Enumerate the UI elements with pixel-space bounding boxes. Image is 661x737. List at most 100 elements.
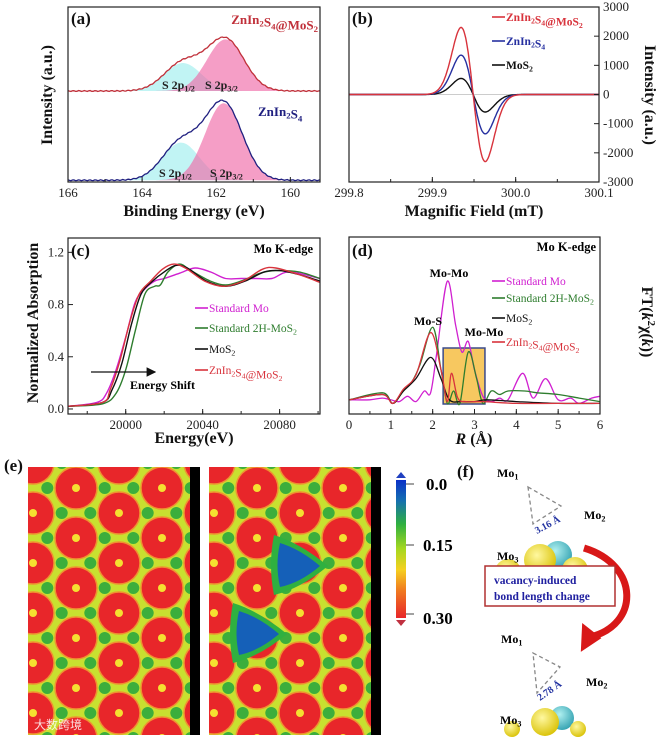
atom-cluster-after <box>504 706 586 737</box>
x-tick-label: 20080 <box>263 417 296 432</box>
x-tick-label: 1 <box>388 417 395 432</box>
panel-b-label: (b) <box>352 9 373 28</box>
y-tick-label: 0.4 <box>48 349 65 364</box>
panel-d-ticks: 0 1 2 3 4 5 6 <box>346 409 604 432</box>
x-tick-label: 5 <box>555 417 562 432</box>
legend-znin2s4-mos2: ZnIn2S4@MoS2 <box>231 12 318 34</box>
panel-a-xticks: 166 164 162 160 <box>58 177 300 200</box>
panel-a-xlabel: Binding Energy (eV) <box>123 203 264 220</box>
exafs-line <box>348 331 600 405</box>
panel-b-xlabel: Magnific Field (mT) <box>405 203 544 220</box>
x-tick-label: 0 <box>346 417 353 432</box>
bond-length-after: 2.78 Å <box>535 678 565 704</box>
panel-a-label: (a) <box>71 9 91 28</box>
legend-label: ZnIn2S4 <box>506 36 545 52</box>
watermark-logo-icon: K°° <box>8 718 26 732</box>
xps-spectrum-line <box>67 99 321 182</box>
panel-c-legend: Standard Mo Standard 2H-MoS2 MoS2 ZnIn2S4@M… <box>195 303 297 383</box>
colorbar-tick-label: 0.15 <box>423 536 453 555</box>
x-tick-label: 4 <box>513 417 520 432</box>
panel-d-title: Mo K-edge <box>537 240 597 254</box>
x-tick-label: 300.0 <box>501 185 530 200</box>
energy-shift-label: Energy Shift <box>130 378 195 392</box>
map-lattice <box>28 467 190 735</box>
annotation-mo-mo-2: Mo-Mo <box>465 325 504 339</box>
colorbar-tick-label: 0.0 <box>426 475 447 494</box>
y-tick-label: 3000 <box>603 0 629 14</box>
xps-component-fill <box>68 39 320 91</box>
callout-text-line2: bond length change <box>494 591 590 603</box>
legend-label: MoS2 <box>506 313 532 326</box>
annotation-mo-mo-1: Mo-Mo <box>430 266 469 280</box>
epr-plot-area <box>349 26 599 163</box>
vacancy-regions <box>230 535 328 663</box>
x-tick-label: 6 <box>597 417 604 432</box>
panel-c-frame <box>67 237 321 415</box>
panel-a-ylabel: Intensity (a.u.) <box>39 45 56 145</box>
legend-label: Standard Mo <box>506 276 566 288</box>
callout-text-line1: vacancy-induced <box>494 575 577 587</box>
atom-label-mo3: Mo3 <box>497 549 518 564</box>
colorbar: 0.0 0.15 0.30 <box>396 472 453 628</box>
y-tick-label: 0.0 <box>48 401 64 416</box>
x-tick-label: 20040 <box>186 417 219 432</box>
panel-c-ylabel: Normalized Absorption <box>25 243 42 404</box>
bond-length-before: 3.16 Å <box>533 513 563 537</box>
map-edge-bar <box>371 467 381 735</box>
panel-c-ticks: 20000 20040 20080 0.0 0.4 0.8 1.2 <box>48 244 319 432</box>
panel-c-title: Mo K-edge <box>254 242 314 256</box>
xanes-line <box>67 263 321 408</box>
x-tick-label: 162 <box>206 185 226 200</box>
transition-arrowhead-icon <box>580 623 602 652</box>
x-tick-label: 300.1 <box>584 185 613 200</box>
transition-arrow-icon <box>582 544 631 641</box>
legend-label: Standard 2H-MoS2 <box>209 323 297 336</box>
atom-label-mo1-after: Mo1 <box>501 632 522 647</box>
watermark: K°° 大数跨境 <box>8 717 82 732</box>
panel-c-xanes: 20000 20040 20080 0.0 0.4 0.8 1.2 (c) Mo K-edg… <box>25 237 321 447</box>
xps-spectrum-line <box>67 36 321 93</box>
x-tick-label: 164 <box>132 185 152 200</box>
panel-a-xps: 166 164 162 160 (a) ZnIn2S4@MoS2 ZnIn2S4 S … <box>39 6 321 220</box>
molybdenum-atom <box>531 708 559 736</box>
panel-d-ylabel: FT(k2χ(k)) <box>638 287 657 358</box>
y-tick-label: 0 <box>603 87 610 102</box>
exafs-plot-area <box>348 280 601 406</box>
colorbar-arrow-down-icon <box>396 620 406 626</box>
y-tick-label: -3000 <box>603 174 633 189</box>
atom-label-mo1: Mo1 <box>497 466 518 481</box>
legend-label: ZnIn2S4@MoS2 <box>506 337 580 355</box>
epr-spectrum-line <box>349 26 599 163</box>
atom-label-mo2: Mo2 <box>584 508 605 523</box>
x-tick-label: 166 <box>58 185 78 200</box>
map-edge-bar <box>190 467 200 735</box>
panel-c-xlabel: Energy(eV) <box>154 430 233 447</box>
panel-d-legend: Standard Mo Standard 2H-MoS2 MoS2 ZnIn2S4@M… <box>492 276 594 355</box>
panel-b-legend: ZnIn2S4@MoS2 ZnIn2S4 MoS2 <box>492 12 583 73</box>
y-tick-label: -1000 <box>603 116 633 131</box>
atom-label-mo3-after: Mo3 <box>500 713 521 728</box>
atom-label-mo2-after: Mo2 <box>586 675 607 690</box>
y-tick-label: 2000 <box>603 28 629 43</box>
xps-component-fill <box>68 63 320 91</box>
panel-f-structure: (f) Mo1 Mo2 3.16 Å Mo3 vacancy-induced b… <box>457 462 631 737</box>
vacancy-region <box>236 611 279 655</box>
y-tick-label: 1.2 <box>48 244 64 259</box>
x-tick-label: 299.8 <box>334 185 363 200</box>
panel-a-frame <box>67 6 321 183</box>
xps-plot-area <box>67 36 321 182</box>
colorbar-tick-label: 0.30 <box>423 609 453 628</box>
watermark-text: 大数跨境 <box>34 717 82 732</box>
y-tick-label: -2000 <box>603 145 633 160</box>
legend-label: MoS2 <box>209 344 235 357</box>
xps-component-fill <box>68 103 320 181</box>
legend-label: ZnIn2S4@MoS2 <box>209 365 283 383</box>
legend-label: MoS2 <box>506 60 533 73</box>
y-tick-label: 1000 <box>603 57 629 72</box>
annotation-mo-s: Mo-S <box>414 314 442 328</box>
bond-triangle-after <box>532 651 562 695</box>
legend-label: ZnIn2S4@MoS2 <box>506 12 583 30</box>
x-tick-label: 160 <box>281 185 301 200</box>
panel-d-xlabel: R (Å) <box>455 430 493 448</box>
colorbar-arrow-up-icon <box>396 472 406 478</box>
